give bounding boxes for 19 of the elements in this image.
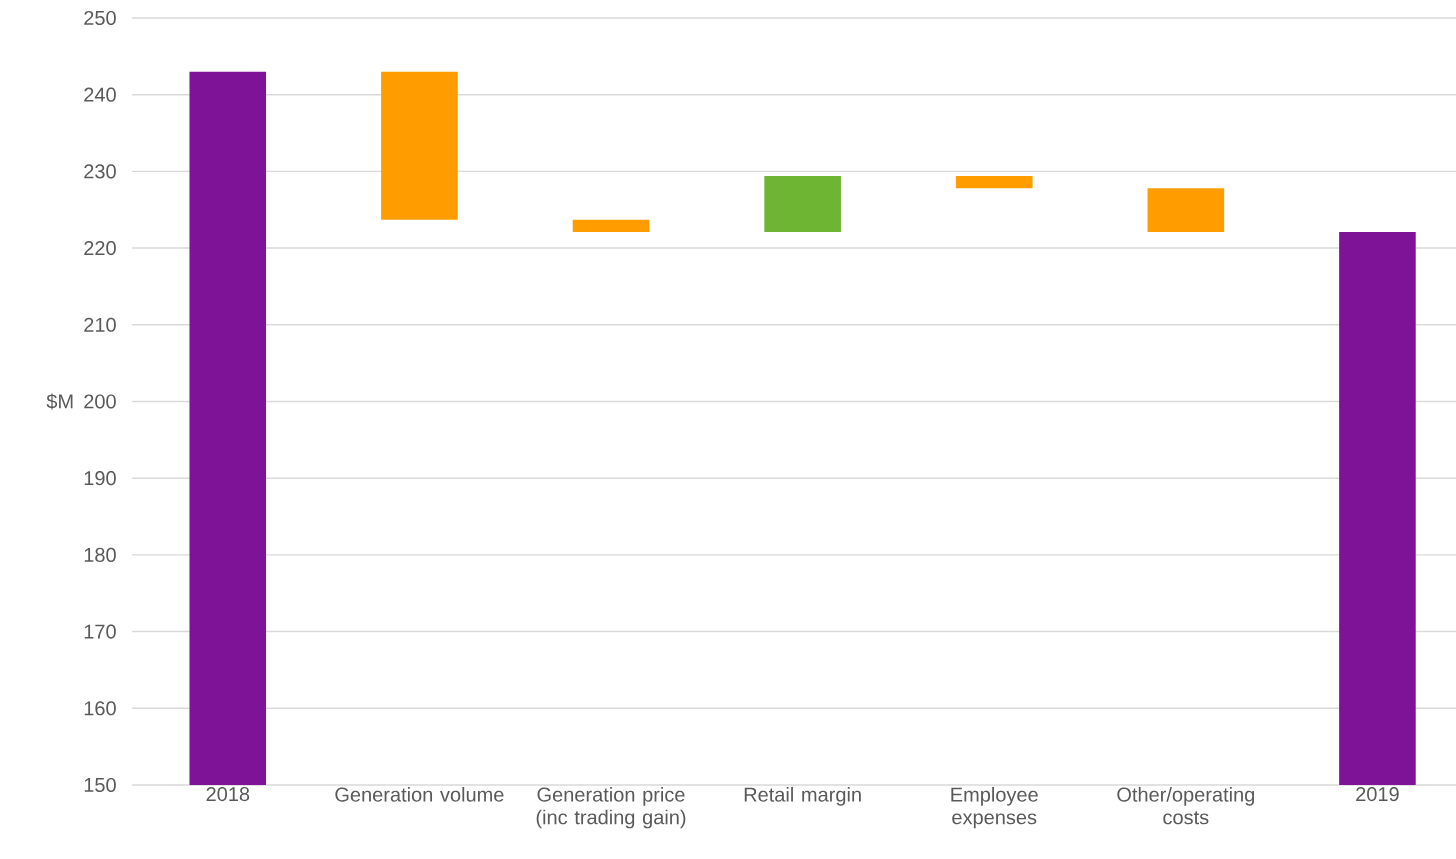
y-tick-label: 160: [84, 701, 116, 716]
y-tick-label: 170: [84, 624, 116, 639]
y-tick-label: 150: [84, 777, 116, 793]
y-tick-label: 230: [84, 164, 116, 179]
x-tick-label: Other/operating costs: [1117, 787, 1255, 825]
x-tick-label: 2019: [1356, 787, 1399, 802]
y-tick-label: 180: [84, 547, 116, 562]
x-tick-label: Retail margin: [744, 787, 861, 806]
y-tick-label: 210: [84, 317, 116, 332]
x-tick-label: Generation price (inc trading gain): [536, 787, 686, 829]
y-tick-label: 190: [84, 471, 116, 486]
y-axis-title: $M: [46, 393, 73, 410]
x-tick-label: Employee expenses: [951, 787, 1038, 829]
x-tick-label: Generation volume: [335, 787, 504, 802]
x-tick-label: 2018: [206, 787, 250, 802]
y-tick-label: 200: [84, 394, 116, 409]
y-tick-label: 240: [84, 87, 116, 102]
y-tick-label: 250: [84, 10, 116, 26]
y-tick-label: 220: [84, 240, 116, 256]
